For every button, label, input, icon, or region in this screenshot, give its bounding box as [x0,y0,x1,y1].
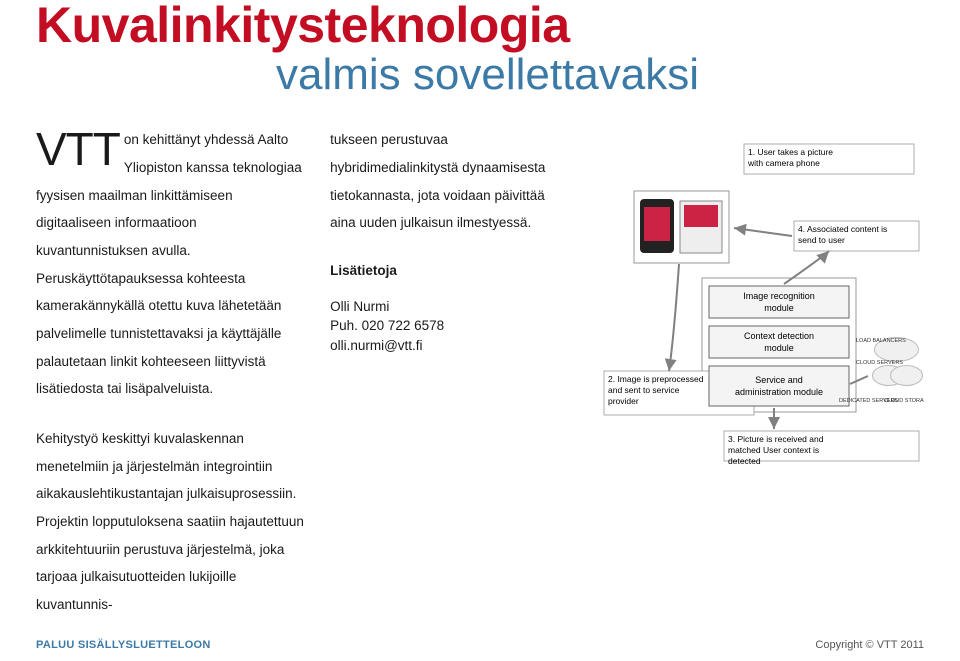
para-3: tukseen perustuvaa hybridimedialinkityst… [330,126,550,237]
svg-text:send to user: send to user [798,235,845,245]
svg-text:2. Image is preprocessed: 2. Image is preprocessed [608,374,704,384]
more-info-heading: Lisätietoja [330,257,550,285]
svg-text:CLOUD SERVERS: CLOUD SERVERS [856,360,903,366]
svg-text:module: module [764,303,794,313]
svg-text:with camera phone: with camera phone [747,158,820,168]
body-columns: VTT on kehittänyt yhdessä Aalto Yliopist… [36,126,924,618]
right-column: 1. User takes a picturewith camera phone… [574,126,924,618]
svg-text:module: module [764,343,794,353]
svg-text:Service and: Service and [755,375,803,385]
svg-text:CLOUD STORAGE: CLOUD STORAGE [884,398,924,404]
dropcap: VTT [36,129,120,170]
svg-text:administration module: administration module [735,387,823,397]
svg-text:and sent to service: and sent to service [608,385,680,395]
svg-text:3. Picture is received and: 3. Picture is received and [728,434,824,444]
lead-paragraph: VTT on kehittänyt yhdessä Aalto Yliopist… [36,126,306,403]
headline: Kuvalinkitysteknologia [36,0,924,50]
svg-text:Image recognition: Image recognition [743,291,815,301]
left-column: VTT on kehittänyt yhdessä Aalto Yliopist… [36,126,306,618]
footer: PALUU SISÄLLYSLUETTELOON Copyright © VTT… [36,639,924,651]
contact-email: olli.nurmi@vtt.fi [330,336,550,356]
para-2: Kehitystyö keskittyi kuvalaskennan menet… [36,425,306,619]
svg-text:LOAD BALANCERS: LOAD BALANCERS [856,338,906,344]
svg-text:detected: detected [728,456,761,466]
svg-text:matched User context is: matched User context is [728,445,819,455]
middle-column: tukseen perustuvaa hybridimedialinkityst… [330,126,550,618]
svg-text:provider: provider [608,396,639,406]
back-to-contents-link[interactable]: PALUU SISÄLLYSLUETTELOON [36,639,211,651]
title-block: Kuvalinkitysteknologia valmis sovelletta… [36,0,924,98]
contact-name: Olli Nurmi [330,297,550,317]
copyright: Copyright © VTT 2011 [815,639,924,651]
svg-text:1. User takes a picture: 1. User takes a picture [748,147,833,157]
svg-text:4. Associated content is: 4. Associated content is [798,224,887,234]
svg-text:Context detection: Context detection [744,331,814,341]
contact-phone: Puh. 020 722 6578 [330,316,550,336]
document-page: Kuvalinkitysteknologia valmis sovelletta… [0,0,960,661]
subhead: valmis sovellettavaksi [36,52,924,98]
system-diagram: 1. User takes a picturewith camera phone… [574,136,924,466]
